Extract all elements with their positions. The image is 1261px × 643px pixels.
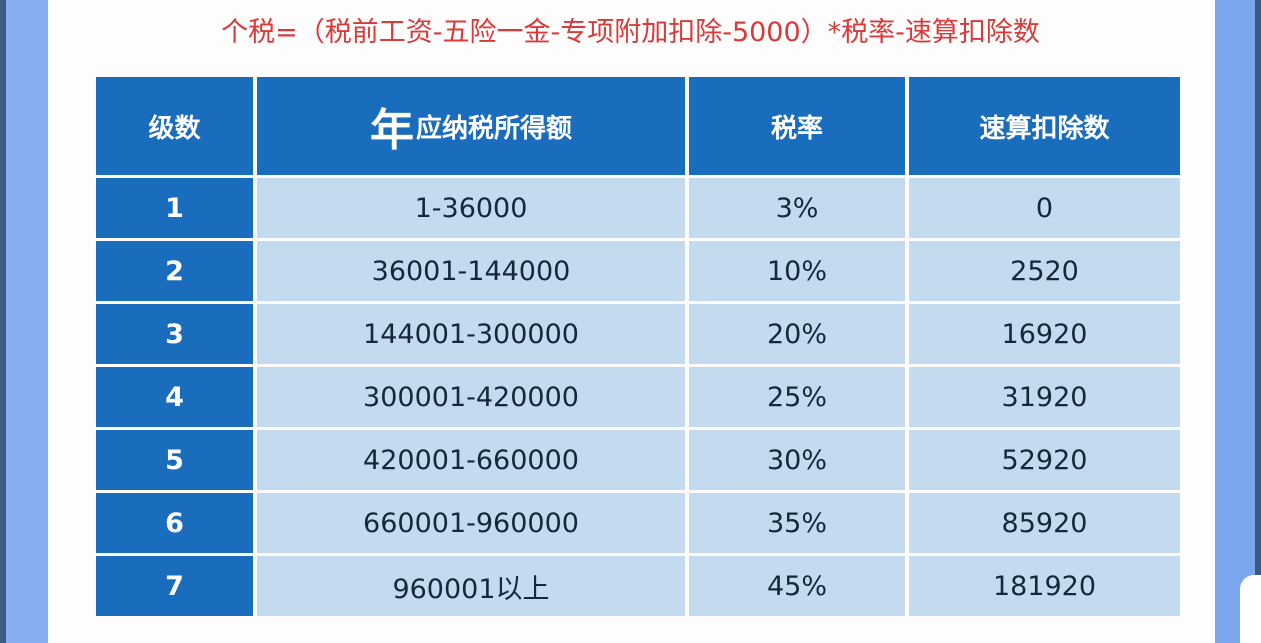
tax-rate-table: 级数 年应纳税所得额 税率 速算扣除数 1 1-36000 3% 0 2 36001-14… [96, 77, 1180, 616]
header-level: 级数 [96, 77, 253, 175]
tax-formula: 个税=（税前工资-五险一金-专项附加扣除-5000）*税率-速算扣除数 [221, 17, 1040, 48]
cell-deduction: 31920 [909, 367, 1180, 427]
header-income-year: 年 [369, 105, 414, 156]
cell-range: 1-36000 [257, 178, 685, 238]
right-edge-blue [1215, 0, 1255, 643]
cell-range: 960001以上 [257, 556, 685, 616]
cell-rate: 10% [689, 241, 905, 301]
cell-level: 2 [96, 241, 253, 301]
cell-deduction: 2520 [909, 241, 1180, 301]
right-edge [1255, 0, 1261, 643]
header-deduction: 速算扣除数 [909, 77, 1180, 175]
cell-range: 144001-300000 [257, 304, 685, 364]
cell-level: 6 [96, 493, 253, 553]
cell-level: 3 [96, 304, 253, 364]
cell-range: 660001-960000 [257, 493, 685, 553]
header-income-label: 应纳税所得额 [415, 113, 572, 144]
cell-level: 5 [96, 430, 253, 490]
cell-rate: 30% [689, 430, 905, 490]
header-income: 年应纳税所得额 [257, 77, 685, 175]
cell-range: 420001-660000 [257, 430, 685, 490]
cell-rate: 20% [689, 304, 905, 364]
right-edge-corner [1240, 575, 1261, 643]
left-edge-blue [6, 0, 48, 643]
cell-rate: 35% [689, 493, 905, 553]
left-edge [0, 0, 6, 643]
cell-range: 36001-144000 [257, 241, 685, 301]
cell-rate: 45% [689, 556, 905, 616]
cell-deduction: 52920 [909, 430, 1180, 490]
cell-deduction: 16920 [909, 304, 1180, 364]
cell-level: 7 [96, 556, 253, 616]
cell-rate: 25% [689, 367, 905, 427]
cell-deduction: 0 [909, 178, 1180, 238]
cell-level: 4 [96, 367, 253, 427]
header-rate: 税率 [689, 77, 905, 175]
cell-deduction: 85920 [909, 493, 1180, 553]
cell-range: 300001-420000 [257, 367, 685, 427]
cell-level: 1 [96, 178, 253, 238]
cell-rate: 3% [689, 178, 905, 238]
cell-deduction: 181920 [909, 556, 1180, 616]
